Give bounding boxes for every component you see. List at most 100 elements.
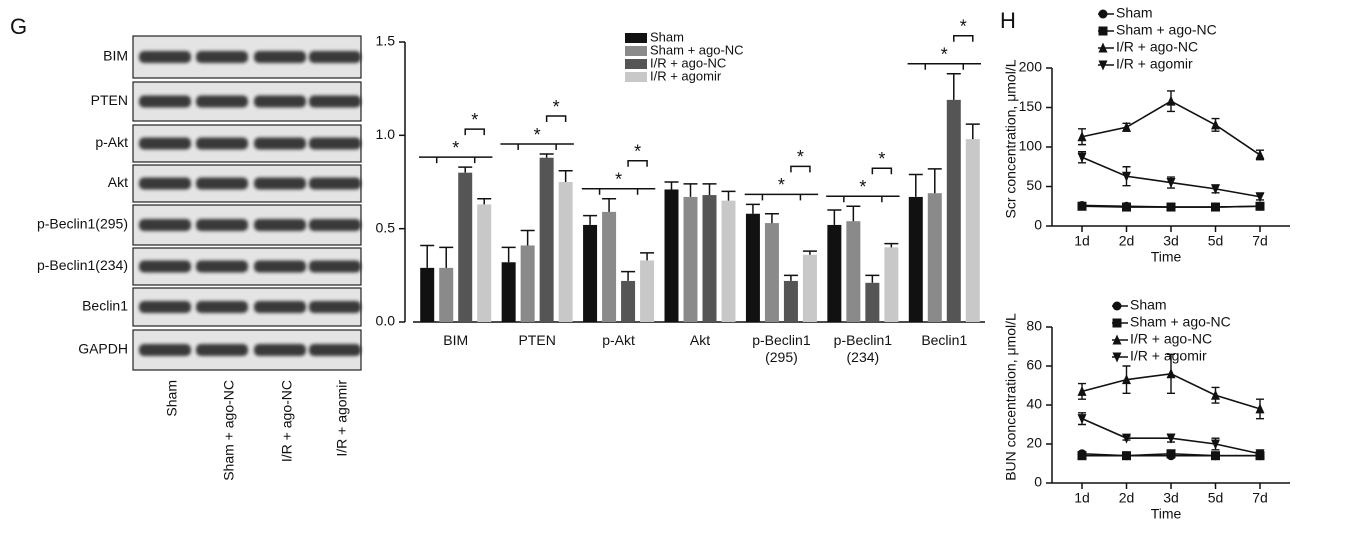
significance-star: * [452, 138, 459, 158]
significance-star: * [553, 97, 560, 117]
bar [540, 158, 554, 322]
significance-bracket [954, 36, 973, 42]
blot-band [254, 96, 306, 108]
legend-label: I/R + ago-NC [1130, 331, 1212, 347]
error-bar [559, 171, 573, 182]
error-bar [827, 210, 841, 225]
legend-label: Sham + ago-NC [1130, 314, 1231, 330]
error-bar [909, 175, 923, 197]
error-bar [865, 275, 879, 282]
bar [865, 283, 879, 322]
significance-bracket [547, 116, 566, 122]
blot-band [139, 51, 191, 63]
bar [966, 139, 980, 322]
y-tick-label: 60 [1026, 357, 1042, 373]
significance-bracket [745, 194, 818, 200]
error-bar [966, 124, 980, 139]
legend-label: I/R + agomir [1130, 348, 1207, 364]
significance-star: * [634, 142, 641, 162]
point [1211, 451, 1220, 460]
blot-band [309, 138, 361, 150]
blot-band [309, 219, 361, 231]
y-tick-label: 40 [1026, 396, 1042, 412]
significance-star: * [960, 16, 967, 36]
blot-band [196, 178, 248, 190]
legend-swatch [625, 46, 647, 56]
error-bar [947, 74, 961, 100]
bar [765, 223, 779, 322]
x-axis-label: Time [1151, 506, 1182, 522]
significance-star: * [797, 147, 804, 167]
x-tick-label: 7d [1252, 233, 1268, 249]
blot-row-label: p-Akt [95, 134, 128, 150]
bar [803, 255, 817, 322]
blot-band [254, 138, 306, 150]
blot-row-label: Beclin1 [82, 298, 128, 314]
legend-label: I/R + agomir [1116, 56, 1193, 72]
blot-band [196, 219, 248, 231]
panel-label: H [1000, 8, 1016, 33]
error-bar [583, 216, 597, 225]
legend-swatch [625, 33, 647, 43]
error-bar [784, 275, 798, 281]
blot-band [254, 344, 306, 356]
error-bar [703, 184, 717, 195]
point [1256, 149, 1265, 159]
x-tick-label: 1d [1074, 490, 1090, 506]
error-bar [540, 154, 554, 158]
x-tick-label: Beclin1 [899, 332, 989, 349]
figure: G H BIMPTENp-AktAktp-Beclin1(295)p-Becli… [0, 0, 1363, 538]
error-bar [420, 245, 434, 267]
blot-band [196, 261, 248, 273]
point [1211, 203, 1220, 212]
error-bar [765, 214, 779, 223]
y-tick-label: 1.0 [376, 126, 396, 142]
blot-row-label: BIM [103, 48, 128, 64]
y-tick-label: 20 [1026, 435, 1042, 451]
y-tick-label: 0 [1034, 474, 1042, 490]
significance-star: * [615, 170, 622, 190]
blot-band [254, 301, 306, 313]
error-bar [502, 247, 516, 262]
x-tick-label: p-Beclin1 (295) [736, 332, 826, 366]
significance-star: * [878, 149, 885, 169]
bar [521, 245, 535, 322]
blot-row-label: Akt [108, 174, 128, 190]
point [1167, 203, 1176, 212]
error-bar [803, 251, 817, 255]
bar [665, 189, 679, 322]
blot-band [139, 219, 191, 231]
blot-band [139, 261, 191, 273]
blot-band [196, 344, 248, 356]
legend-marker [1113, 319, 1122, 328]
significance-star: * [471, 110, 478, 130]
blot-band [139, 178, 191, 190]
significance-bracket [872, 168, 891, 174]
bar [477, 204, 491, 322]
x-tick-label: 1d [1074, 233, 1090, 249]
point [1122, 203, 1131, 212]
x-tick-label: Akt [655, 332, 745, 349]
blot-band [309, 261, 361, 273]
bar [947, 100, 961, 322]
error-bar [621, 272, 635, 281]
legend-marker [1099, 27, 1108, 36]
error-bar [477, 199, 491, 205]
blot-column-label: I/R + agomir [334, 380, 350, 457]
bar [846, 221, 860, 322]
y-axis-label: BUN concentration, μmol/L [1003, 313, 1019, 481]
x-tick-label: PTEN [492, 332, 582, 349]
blot-band [139, 138, 191, 150]
point [1256, 192, 1265, 202]
legend-swatch [625, 72, 647, 82]
bar [559, 182, 573, 322]
significance-star: * [941, 44, 948, 64]
legend-label: I/R + agomir [650, 68, 722, 83]
x-tick-label: p-Akt [574, 332, 664, 349]
y-tick-label: 80 [1026, 318, 1042, 334]
bar [621, 281, 635, 322]
x-tick-label: 5d [1208, 490, 1224, 506]
bar [909, 197, 923, 322]
bar [502, 262, 516, 322]
blot-column-label: Sham + ago-NC [221, 380, 237, 481]
